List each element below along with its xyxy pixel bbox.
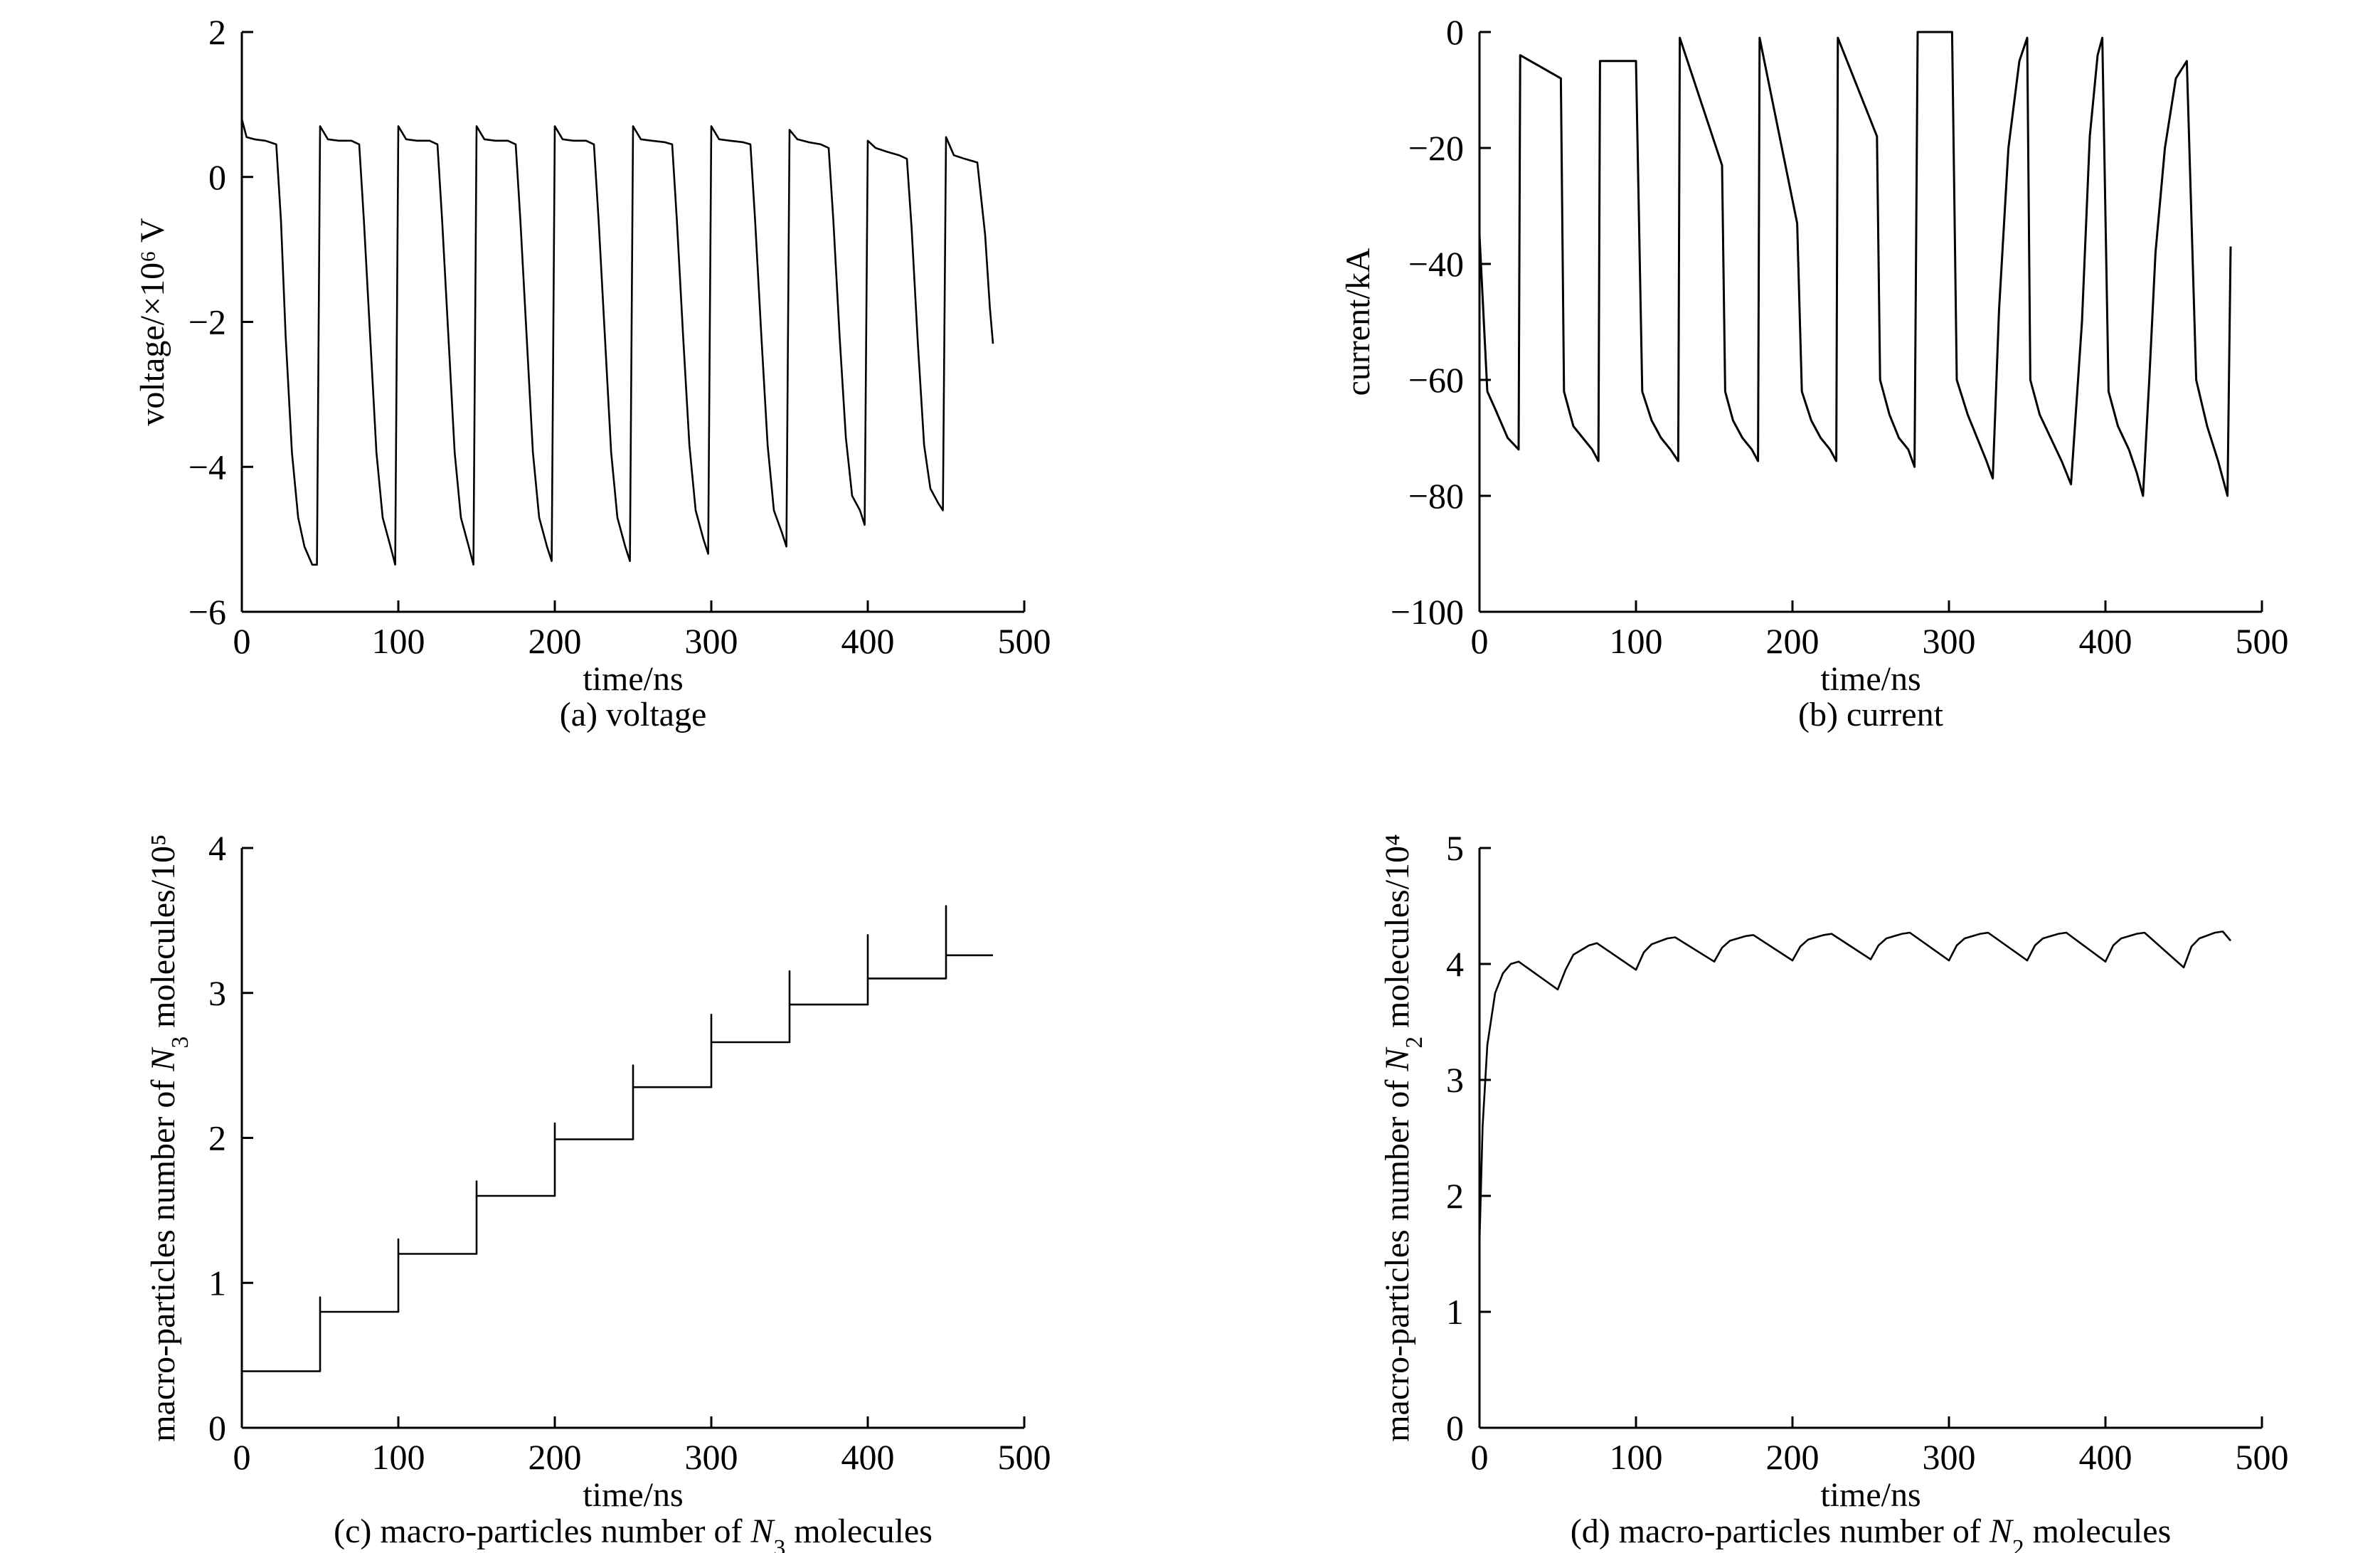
chart-panel-d: 0 100 200 300 400 500 0 1 2 3 4 5 time/ns macro-parti… bbox=[1378, 828, 2289, 1553]
series-line-d-0 bbox=[1478, 931, 2231, 1243]
x-axis-label-a: time/ns bbox=[583, 660, 683, 698]
x-tick-label-d: 500 bbox=[2236, 1437, 2289, 1477]
y-axis-label-c: macro-particles number of N3 molecules/1… bbox=[144, 834, 193, 1442]
y-tick-label-a: 2 bbox=[208, 12, 226, 52]
x-tick-label-c: 300 bbox=[685, 1437, 738, 1477]
x-tick-label-a: 400 bbox=[841, 621, 895, 661]
chart-panel-c: 0 100 200 300 400 500 0 1 2 3 4 time/ns macro-partic… bbox=[144, 828, 1051, 1553]
x-tick-label-c: 0 bbox=[233, 1437, 251, 1477]
y-tick-label-a: −6 bbox=[188, 592, 226, 632]
x-tick-label-d: 0 bbox=[1471, 1437, 1489, 1477]
y-tick-label-b: −40 bbox=[1408, 244, 1464, 284]
y-tick-label-a: −4 bbox=[188, 447, 226, 487]
series-line-a-0 bbox=[240, 118, 994, 566]
y-tick-label-d: 0 bbox=[1446, 1408, 1464, 1448]
y-tick-label-d: 1 bbox=[1446, 1292, 1464, 1332]
series-line-b-0 bbox=[1478, 31, 2232, 497]
chart-panel-b: 0 100 200 300 400 500 −100 −80 −60 −40 −20 0 time/ns… bbox=[1339, 12, 2289, 733]
panel-caption-d: (d) macro-particles number of N2 molecul… bbox=[1571, 1512, 2172, 1553]
x-tick-label-d: 400 bbox=[2079, 1437, 2132, 1477]
y-tick-label-d: 4 bbox=[1446, 944, 1464, 984]
panel-caption-c: (c) macro-particles number of N3 molecul… bbox=[334, 1512, 933, 1553]
y-tick-label-c: 0 bbox=[208, 1408, 226, 1448]
y-tick-label-d: 5 bbox=[1446, 828, 1464, 868]
y-tick-label-a: −2 bbox=[188, 302, 226, 342]
y-tick-label-b: −100 bbox=[1391, 592, 1464, 632]
x-tick-label-b: 300 bbox=[1923, 621, 1976, 661]
y-axis-label-b: current/kA bbox=[1339, 248, 1377, 396]
x-tick-label-b: 500 bbox=[2236, 621, 2289, 661]
y-tick-label-c: 2 bbox=[208, 1118, 226, 1158]
y-axis-label-d: macro-particles number of N2 molecules/1… bbox=[1378, 834, 1428, 1442]
y-tick-label-c: 3 bbox=[208, 973, 226, 1013]
x-tick-label-b: 0 bbox=[1471, 621, 1489, 661]
series-line-c-0 bbox=[242, 905, 993, 1372]
x-tick-label-a: 100 bbox=[372, 621, 425, 661]
y-tick-label-b: 0 bbox=[1446, 12, 1464, 52]
x-tick-label-b: 400 bbox=[2079, 621, 2132, 661]
y-tick-label-b: −80 bbox=[1408, 476, 1464, 516]
x-tick-label-c: 500 bbox=[998, 1437, 1051, 1477]
y-tick-label-c: 1 bbox=[208, 1263, 226, 1303]
x-tick-label-c: 200 bbox=[528, 1437, 582, 1477]
x-tick-label-a: 0 bbox=[233, 621, 251, 661]
x-tick-label-d: 200 bbox=[1766, 1437, 1819, 1477]
x-tick-label-a: 500 bbox=[998, 621, 1051, 661]
x-axis-label-c: time/ns bbox=[583, 1476, 683, 1514]
x-tick-label-d: 100 bbox=[1610, 1437, 1663, 1477]
x-tick-label-b: 100 bbox=[1610, 621, 1663, 661]
y-tick-label-d: 2 bbox=[1446, 1176, 1464, 1216]
y-tick-label-a: 0 bbox=[208, 157, 226, 197]
x-tick-label-c: 400 bbox=[841, 1437, 895, 1477]
x-tick-label-a: 200 bbox=[528, 621, 582, 661]
panel-caption-a: (a) voltage bbox=[560, 696, 707, 733]
y-axis-label-a: voltage/×10⁶ V bbox=[134, 218, 171, 426]
chart-panel-a: 0 100 200 300 400 500 −6 −4 −2 0 2 time/ns voltage/×… bbox=[134, 12, 1051, 733]
x-tick-label-b: 200 bbox=[1766, 621, 1819, 661]
panel-caption-b: (b) current bbox=[1798, 696, 1944, 733]
x-tick-label-a: 300 bbox=[685, 621, 738, 661]
x-axis-label-d: time/ns bbox=[1820, 1476, 1921, 1514]
x-axis-label-b: time/ns bbox=[1820, 660, 1921, 698]
y-tick-label-b: −60 bbox=[1408, 360, 1464, 400]
x-tick-label-d: 300 bbox=[1923, 1437, 1976, 1477]
y-tick-label-d: 3 bbox=[1446, 1060, 1464, 1100]
x-tick-label-c: 100 bbox=[372, 1437, 425, 1477]
y-tick-label-b: −20 bbox=[1408, 128, 1464, 168]
y-tick-label-c: 4 bbox=[208, 828, 226, 868]
